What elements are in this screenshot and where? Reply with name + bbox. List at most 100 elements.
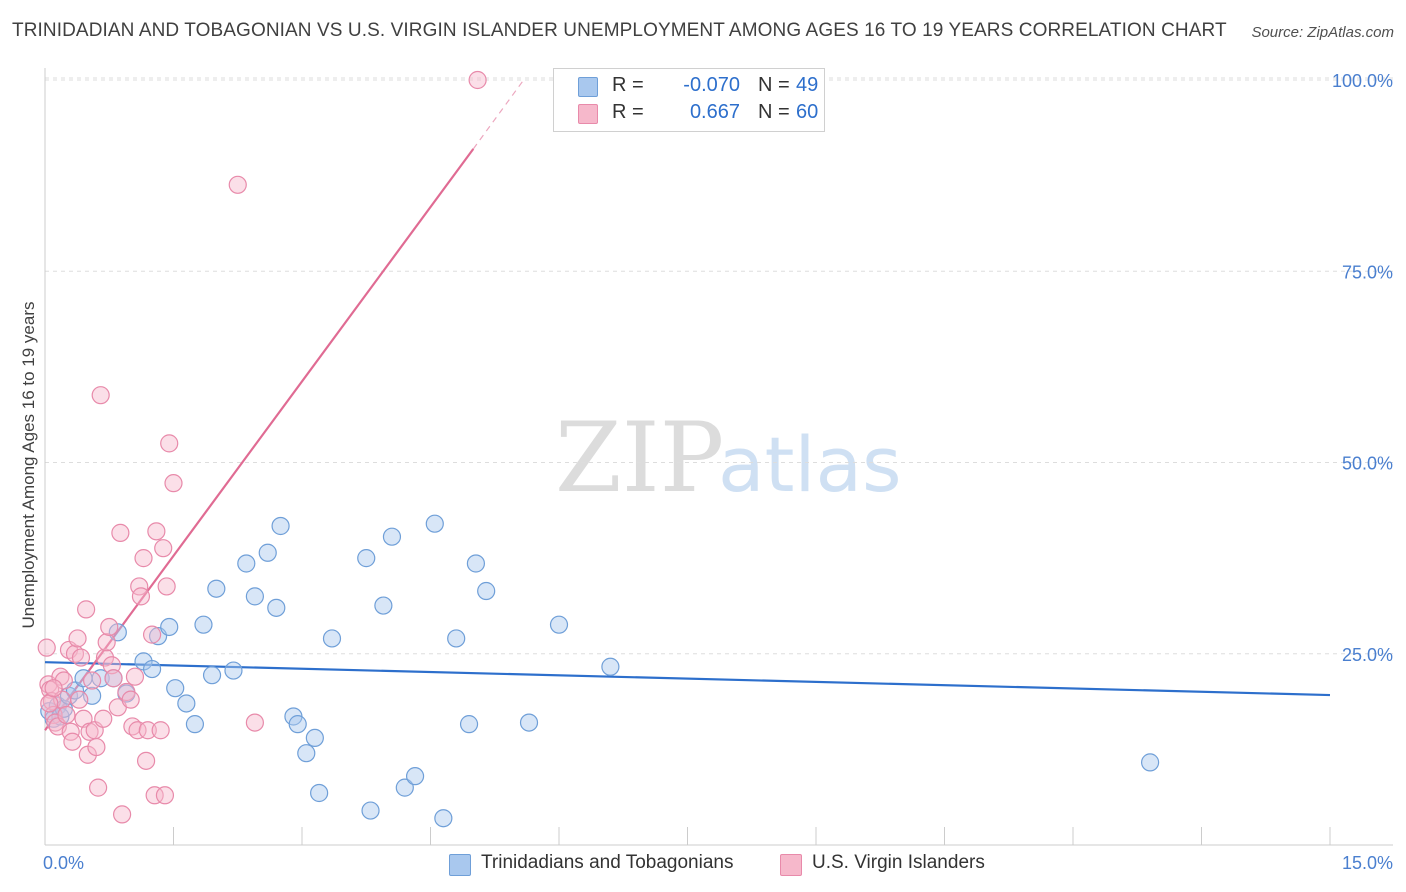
pink-point [160,434,179,453]
pink-point [136,751,156,770]
blue-trend-line [44,661,1331,697]
x-tick-label: 15.0% [1342,853,1393,873]
blue-point [271,516,290,536]
blue-point [237,554,256,573]
blue-point [466,554,486,573]
data-points [37,70,1160,828]
x-tick-label: 0.0% [43,853,84,873]
blue-point [258,543,277,562]
blue-point [224,661,243,680]
blue-point [447,629,466,648]
blue-point [166,679,185,698]
legend-n-label: N = [758,101,790,123]
y-tick-label: 75.0% [1342,262,1393,282]
pink-point [97,633,116,652]
pink-point [157,577,176,596]
pink-point [154,539,173,558]
blue-point [382,527,402,546]
blue-point [310,783,329,803]
pink-point [104,669,123,688]
blue-point [459,715,479,734]
blue-point [601,657,620,676]
watermark-atlas: atlas [718,420,902,509]
bottom-legend-label-blue: Trinidadians and Tobagonians [481,852,734,873]
pink-point [100,617,119,637]
blue-point [297,744,316,763]
source-credit: Source: ZipAtlas.com [1251,24,1394,41]
legend-n-label: N = [758,74,790,96]
blue-point [405,767,425,786]
pink-trend-line [44,148,475,731]
legend-r-label: R = [612,74,644,96]
blue-point [549,615,569,634]
pink-point [112,805,132,824]
watermark-zip: ZIP [555,402,724,514]
blue-point [434,809,453,828]
blue-point [202,666,222,685]
blue-point [267,598,286,617]
chart-title: TRINIDADIAN AND TOBAGONIAN VS U.S. VIRGI… [12,20,1227,41]
blue-point [142,659,162,679]
legend-n-value: 49 [796,74,819,96]
pink-point [468,70,487,90]
pink-point [77,600,96,619]
legend-r-label: R = [612,101,644,123]
pink-point [63,732,82,751]
blue-point [305,728,324,748]
blue-point [245,587,264,606]
correlation-legend: R = -0.070 N = 49 R = 0.667 N = 60 [553,68,825,132]
pink-point [128,721,147,740]
pink-point [151,721,170,740]
blue-point [1140,753,1160,772]
blue-point [425,514,444,533]
blue-point [207,579,226,598]
pink-point [245,713,264,732]
pink-point [83,671,102,690]
pink-point [57,705,76,725]
pink-trend-extension [472,78,526,150]
pink-point [37,638,56,657]
pink-point [44,705,63,725]
y-tick-label: 50.0% [1342,454,1393,474]
blue-point [357,549,376,568]
blue-point [288,715,307,734]
pink-point [131,587,151,606]
y-tick-label: 25.0% [1342,645,1393,665]
legend-r-value: 0.667 [689,101,740,123]
legend-swatch-pink [578,104,598,124]
pink-point [138,721,157,740]
pink-point [70,690,89,709]
blue-point [374,596,393,615]
pink-point [95,648,115,667]
pink-point [102,656,121,675]
y-axis-label-wrap: Unemployment Among Ages 16 to 19 years [4,160,54,780]
pink-point [142,625,162,644]
y-axis-label: Unemployment Among Ages 16 to 19 years [19,301,38,629]
y-tick-label: 100.0% [1332,71,1393,91]
legend-r-value: -0.070 [683,74,740,96]
blue-point [361,801,380,820]
pink-point [155,786,175,805]
legend-swatch-blue [578,77,598,97]
blue-point [194,615,213,634]
bottom-legend-swatch-pink [780,854,802,876]
blue-point [322,629,342,648]
blue-point [160,617,179,637]
bottom-legend-swatch-blue [449,854,471,876]
pink-point [121,690,140,709]
blue-point [477,581,496,601]
pink-point [68,629,87,648]
pink-point [54,671,73,690]
pink-point [71,648,91,667]
pink-point [228,175,247,194]
pink-point [134,549,153,568]
pink-point [111,523,130,542]
blue-point [395,778,414,797]
pink-point [87,737,106,757]
blue-point [177,694,196,713]
legend-n-value: 60 [796,101,819,123]
pink-point [125,667,145,686]
watermark: ZIP atlas [555,402,902,514]
blue-point [185,715,205,734]
pink-point [94,709,113,728]
